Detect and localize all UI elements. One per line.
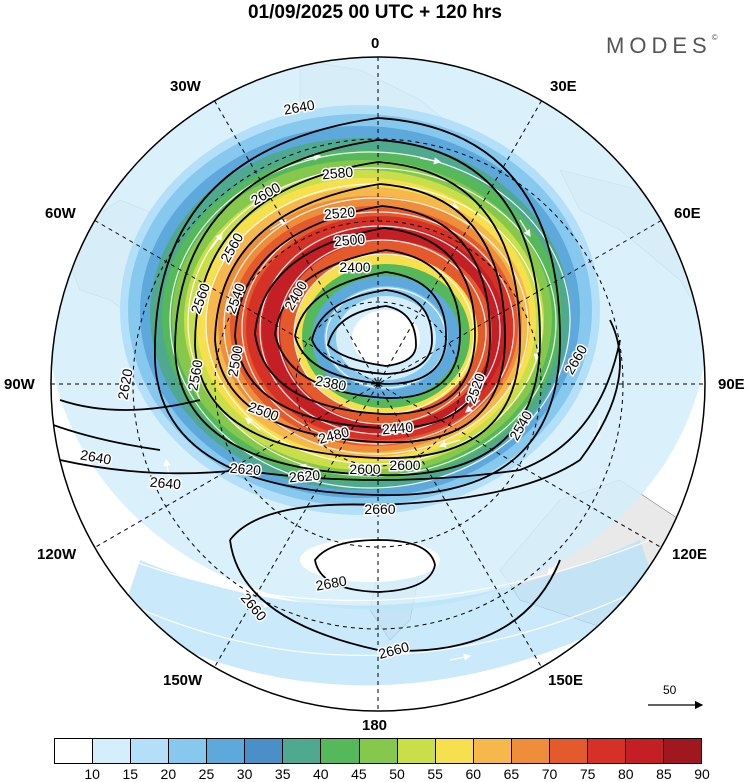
contour-label: 2620 — [229, 460, 262, 479]
contour-label: 2620 — [288, 467, 321, 486]
map-title: 01/09/2025 00 UTC + 120 hrs — [247, 2, 503, 23]
lon-label-60w: 60W — [45, 205, 76, 222]
map-border — [50, 56, 706, 712]
colorbar-swatch — [93, 739, 132, 763]
colorbar-swatch — [283, 739, 322, 763]
lon-label-150w: 150W — [163, 672, 203, 689]
streamlines — [119, 151, 661, 699]
colorbar-label: 60 — [465, 766, 482, 782]
lon-label-0: 0 — [371, 35, 380, 52]
colorbar-label: 40 — [313, 766, 329, 782]
colorbar-label: 15 — [122, 766, 139, 782]
colorbar-swatch — [207, 739, 246, 763]
colorbar-label: 10 — [84, 766, 100, 782]
colorbar-label: 65 — [503, 766, 520, 782]
reference-vector-label: 50 — [663, 683, 677, 697]
colorbar-label: 70 — [541, 766, 558, 782]
colorbar-swatch — [397, 739, 436, 763]
contour-label: 2580 — [321, 164, 354, 183]
contour-label: 2640 — [149, 474, 182, 493]
brand-text: MODES — [606, 33, 712, 58]
lon-label-30e: 30E — [550, 78, 577, 95]
colorbar-label: 90 — [694, 766, 710, 782]
lon-label-30w: 30W — [170, 78, 201, 95]
colorbar-label: 80 — [617, 766, 634, 782]
colorbar-swatch — [473, 739, 512, 763]
contour-label: 2400 — [339, 259, 370, 275]
lon-label-150e: 150E — [548, 672, 584, 689]
colorbar-label: 55 — [427, 766, 443, 782]
lon-label-60e: 60E — [674, 205, 701, 222]
colorbar-swatch — [664, 739, 702, 763]
colorbar-swatch — [245, 739, 284, 763]
lon-label-120e: 120E — [672, 546, 708, 563]
colorbar-label: 85 — [656, 766, 672, 782]
colorbar-swatch — [321, 739, 360, 763]
colorbar-swatch — [359, 739, 398, 763]
colorbar-swatch — [549, 739, 588, 763]
lon-label-90w: 90W — [4, 376, 35, 393]
colorbar — [54, 738, 702, 764]
contour-label: 2600 — [349, 461, 380, 477]
colorbar-swatch — [131, 739, 170, 763]
colorbar-swatch — [587, 739, 626, 763]
modes-logo: MODES© — [606, 33, 718, 59]
contour-label: 2600 — [389, 457, 420, 473]
graticule — [51, 57, 705, 711]
contour-labels: 2640260025802560254025202500240023802400… — [78, 95, 592, 663]
shaded-field — [51, 57, 705, 711]
colorbar-label: 20 — [160, 766, 177, 782]
colorbar-label: 35 — [274, 766, 291, 782]
lon-label-120w: 120W — [37, 546, 77, 563]
contour-label: 2500 — [333, 231, 366, 250]
contour-label: 2440 — [381, 419, 414, 438]
pole-dot — [375, 381, 381, 387]
colorbar-label: 25 — [198, 766, 215, 782]
colorbar-label: 50 — [389, 766, 405, 782]
colorbar-swatch — [625, 739, 664, 763]
lon-label-180: 180 — [362, 717, 388, 734]
colorbar-label: 75 — [579, 766, 596, 782]
colorbar-swatch — [169, 739, 208, 763]
colorbar-swatch — [511, 739, 550, 763]
contour-label: 2520 — [323, 204, 356, 223]
colorbar-label: 45 — [351, 766, 367, 782]
brand-mark: © — [711, 33, 718, 42]
colorbar-swatch — [55, 739, 94, 763]
lon-label-90e: 90E — [718, 376, 745, 393]
contour-label: 2660 — [364, 501, 395, 517]
colorbar-label: 30 — [236, 766, 253, 782]
colorbar-swatch — [435, 739, 474, 763]
